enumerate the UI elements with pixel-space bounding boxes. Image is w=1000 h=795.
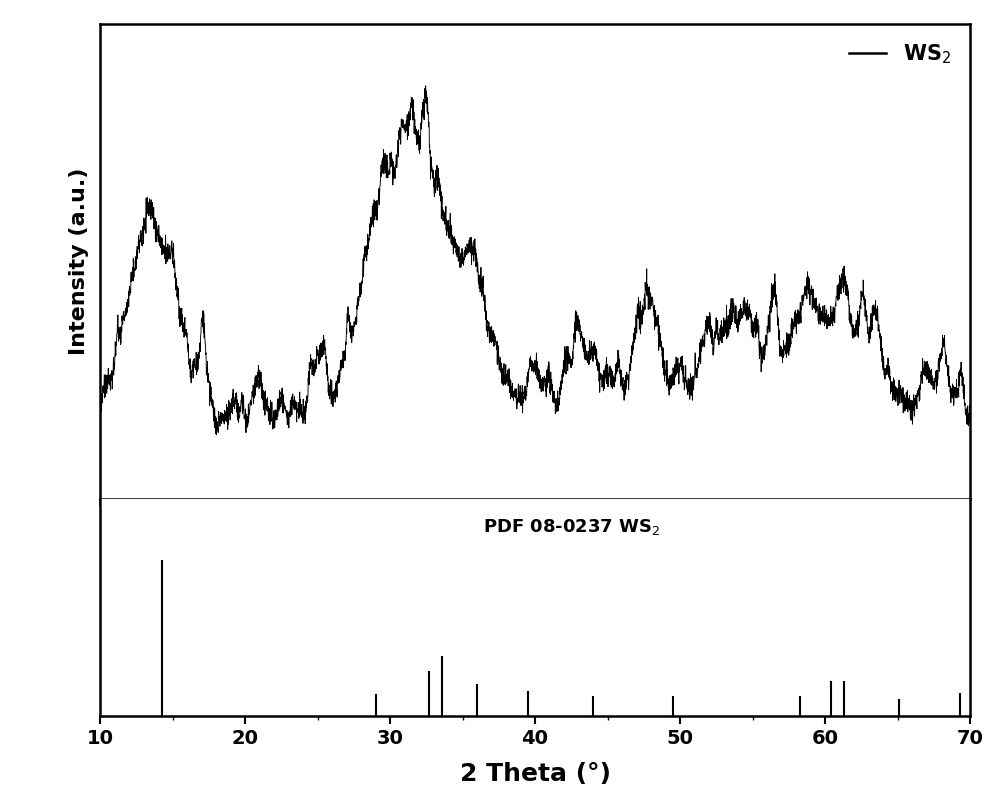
Text: PDF 08-0237 WS$_2$: PDF 08-0237 WS$_2$ [483,517,660,537]
X-axis label: 2 Theta (°): 2 Theta (°) [460,762,610,785]
Y-axis label: Intensity (a.u.): Intensity (a.u.) [69,168,89,355]
Legend: WS$_2$: WS$_2$ [841,34,960,75]
